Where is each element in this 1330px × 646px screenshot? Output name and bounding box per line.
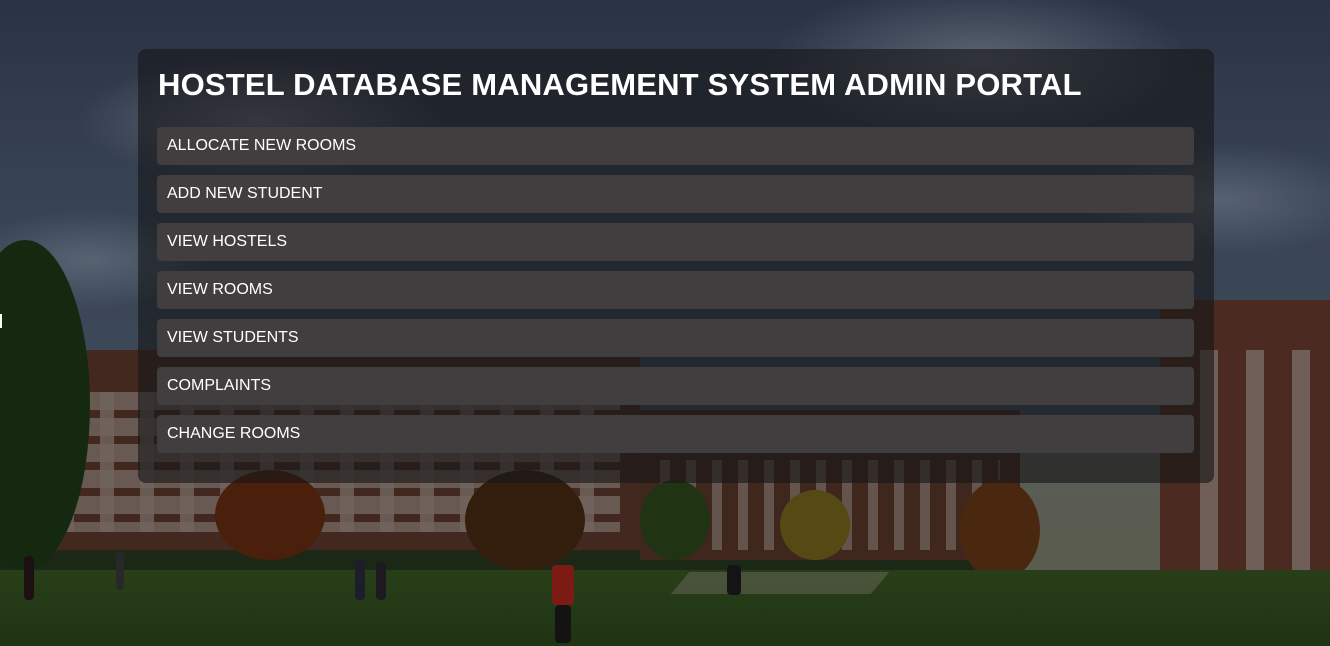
menu-item-view-rooms[interactable]: VIEW ROOMS	[157, 271, 1194, 309]
person	[376, 562, 386, 600]
menu-item-add-new-student[interactable]: ADD NEW STUDENT	[157, 175, 1194, 213]
tree	[640, 480, 710, 560]
person	[555, 605, 571, 643]
tree	[960, 480, 1040, 580]
menu-item-change-rooms[interactable]: CHANGE ROOMS	[157, 415, 1194, 453]
menu-item-view-students[interactable]: VIEW STUDENTS	[157, 319, 1194, 357]
menu-item-view-hostels[interactable]: VIEW HOSTELS	[157, 223, 1194, 261]
person	[116, 552, 124, 590]
admin-menu: ALLOCATE NEW ROOMS ADD NEW STUDENT VIEW …	[157, 127, 1194, 463]
tree	[465, 470, 585, 570]
menu-item-allocate-new-rooms[interactable]: ALLOCATE NEW ROOMS	[157, 127, 1194, 165]
person	[552, 565, 574, 605]
text-cursor	[0, 314, 2, 328]
building-right-windows	[1200, 350, 1330, 570]
tree	[780, 490, 850, 560]
menu-item-complaints[interactable]: COMPLAINTS	[157, 367, 1194, 405]
person	[727, 565, 741, 595]
page-title: HOSTEL DATABASE MANAGEMENT SYSTEM ADMIN …	[158, 67, 1082, 102]
lawn	[0, 570, 1330, 646]
person	[24, 556, 34, 600]
person	[355, 560, 365, 600]
admin-portal-panel: HOSTEL DATABASE MANAGEMENT SYSTEM ADMIN …	[138, 49, 1214, 483]
tree	[215, 470, 325, 560]
